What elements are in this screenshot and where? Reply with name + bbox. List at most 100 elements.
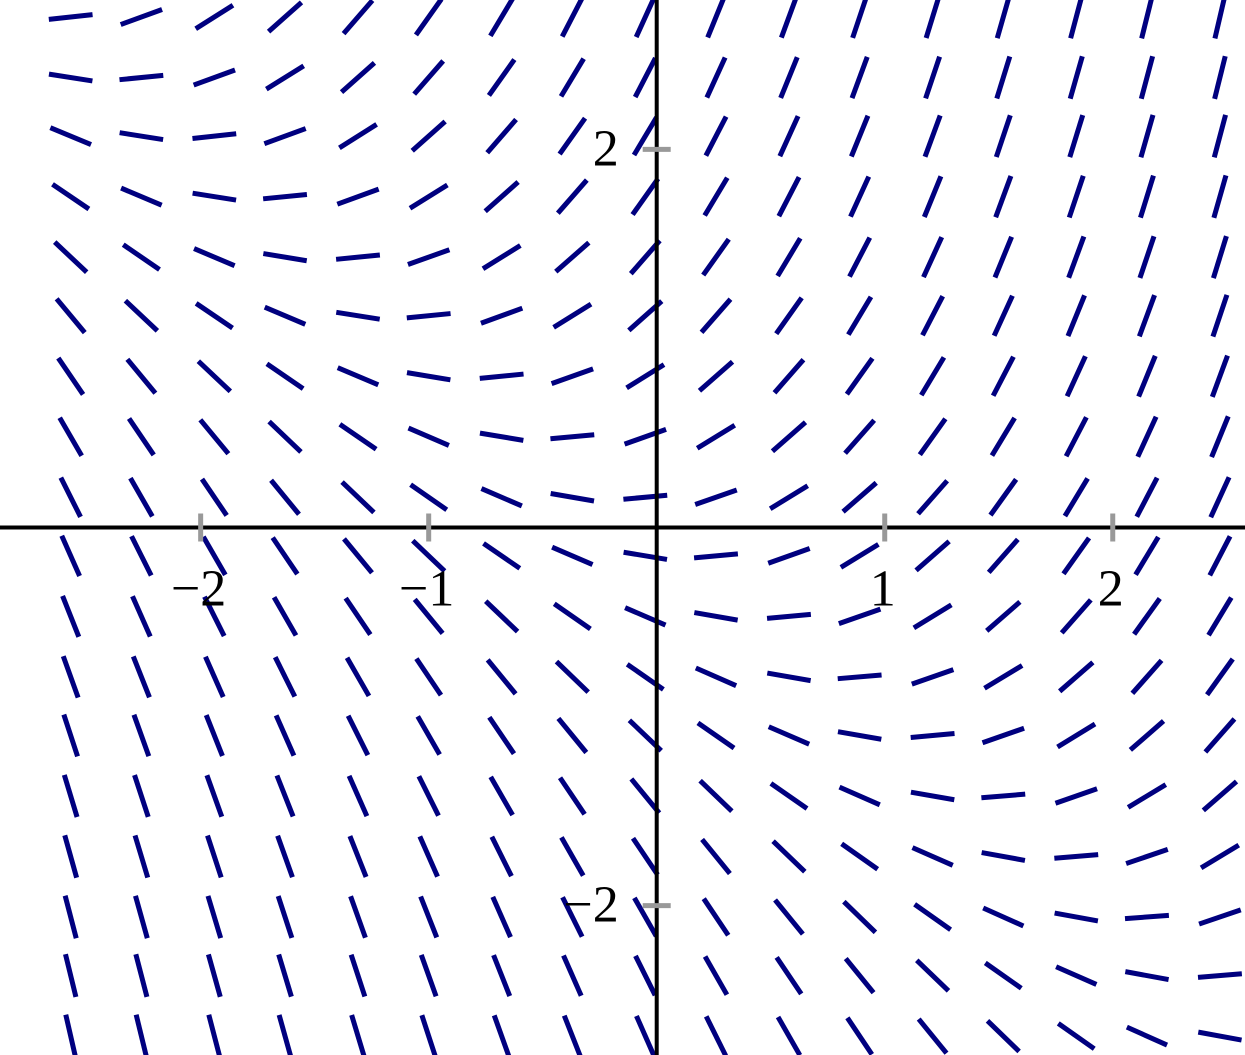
slope-segment xyxy=(54,297,87,335)
slope-segment xyxy=(48,12,93,22)
slope-segment xyxy=(133,895,150,939)
slope-segment xyxy=(48,71,93,84)
slope-segment xyxy=(335,252,381,262)
slope-segment xyxy=(480,305,524,326)
slope-segment xyxy=(843,418,877,455)
slope-segment xyxy=(408,182,449,211)
slope-segment xyxy=(983,663,1024,691)
slope-segment xyxy=(266,0,304,34)
slope-segment xyxy=(407,425,450,448)
slope-segment xyxy=(923,0,941,39)
slope-segment xyxy=(921,175,944,218)
slope-segment xyxy=(1063,416,1089,458)
slope-segment xyxy=(485,658,518,696)
slope-segment xyxy=(560,0,584,38)
slope-segment xyxy=(62,834,80,879)
slope-segment xyxy=(1136,294,1157,338)
slope-segment xyxy=(779,0,798,39)
slope-segment xyxy=(842,899,878,935)
slope-segment xyxy=(701,897,731,937)
slope-segment xyxy=(1056,721,1097,750)
slope-segment xyxy=(409,482,449,512)
slope-segment xyxy=(768,483,810,511)
slope-segment xyxy=(1211,174,1229,219)
slope-segment xyxy=(338,122,378,150)
slope-segment xyxy=(349,1014,367,1055)
slope-segment xyxy=(697,359,735,393)
slope-segment xyxy=(192,67,236,88)
slope-segment xyxy=(766,611,812,621)
slope-segment xyxy=(123,298,160,333)
slope-segment xyxy=(1124,969,1170,982)
slope-segment xyxy=(771,839,807,874)
slope-segment xyxy=(775,1015,803,1055)
slope-segment xyxy=(1055,964,1098,987)
slope-segment xyxy=(554,659,590,694)
slope-segment xyxy=(51,182,91,212)
slope-segment xyxy=(336,186,380,207)
slope-segment xyxy=(1203,717,1237,754)
slope-segment xyxy=(990,355,1016,397)
slope-segment xyxy=(419,1014,438,1055)
slope-segment xyxy=(700,837,732,876)
slope-segment xyxy=(1138,174,1156,219)
slope-segment xyxy=(132,834,151,879)
slope-segment xyxy=(1138,114,1156,158)
slope-segment xyxy=(1067,114,1086,158)
slope-segment xyxy=(985,1018,1021,1054)
slope-segment xyxy=(133,953,150,998)
slope-segment xyxy=(1212,0,1227,40)
slope-segment xyxy=(767,546,811,566)
slope-segment xyxy=(192,131,237,141)
slope-segment xyxy=(632,56,658,99)
slope-segment xyxy=(699,297,733,334)
slope-segment xyxy=(205,895,224,939)
slope-segment xyxy=(693,551,739,561)
slope-segment xyxy=(120,185,163,208)
slope-segment xyxy=(275,834,295,879)
slope-segment xyxy=(262,191,308,202)
slope-segment xyxy=(416,775,441,817)
slope-segment xyxy=(1054,786,1098,806)
slope-segment xyxy=(203,655,226,698)
slope-segment xyxy=(201,535,228,577)
slope-segment xyxy=(206,1014,222,1055)
slope-segment xyxy=(488,0,515,38)
slope-segment xyxy=(1209,354,1230,398)
slope-segment xyxy=(774,955,804,996)
slope-segment xyxy=(61,774,80,818)
slope-segment xyxy=(770,420,808,454)
slope-segment xyxy=(488,775,515,817)
slope-segment xyxy=(849,56,870,100)
slope-segment xyxy=(910,730,955,740)
slope-segment xyxy=(550,432,595,442)
x-tick-label: −1 xyxy=(399,560,454,617)
slope-segment xyxy=(985,600,1022,633)
slope-segment xyxy=(1125,847,1169,866)
slope-segment xyxy=(554,240,591,274)
slope-segment xyxy=(912,602,953,630)
slope-segment xyxy=(911,845,954,868)
slope-segment xyxy=(557,776,587,816)
slope-segment xyxy=(769,781,809,811)
slope-segment xyxy=(491,1014,512,1055)
slope-segment xyxy=(63,953,79,998)
y-tick-label: −2 xyxy=(563,877,618,934)
slope-segment xyxy=(698,778,734,814)
slope-segment xyxy=(559,836,586,877)
slope-segment xyxy=(703,1015,729,1055)
slope-segment xyxy=(273,714,297,757)
slope-segment xyxy=(766,670,812,684)
slope-segment xyxy=(59,534,82,577)
slope-segment xyxy=(202,595,227,638)
slope-segment xyxy=(206,953,223,998)
slope-segment xyxy=(49,125,92,147)
slope-segment xyxy=(335,309,381,322)
slope-segment xyxy=(413,0,444,37)
slope-segment xyxy=(630,177,661,217)
slope-segment xyxy=(1201,779,1239,813)
slope-segment xyxy=(630,836,660,877)
slope-segment xyxy=(338,422,378,452)
slope-segment xyxy=(911,667,955,687)
slope-segment xyxy=(121,242,161,272)
